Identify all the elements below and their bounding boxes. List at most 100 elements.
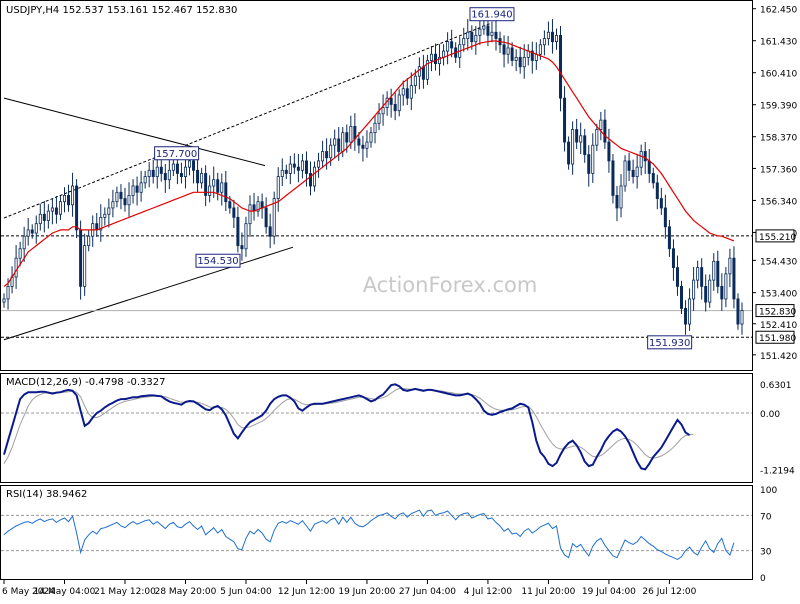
time-tick-label: 5 Jun 04:00	[220, 587, 272, 597]
candle-body	[559, 34, 563, 99]
candle-body	[58, 201, 62, 215]
time-tick-label: 21 May 12:00	[94, 587, 156, 597]
candle-body	[397, 94, 401, 112]
candle-body	[667, 226, 671, 250]
candle-body	[696, 267, 700, 281]
candle-body	[163, 173, 167, 181]
candle-body	[313, 166, 317, 187]
swing-label-box	[469, 7, 515, 22]
candle-body	[470, 31, 474, 43]
candle-body	[200, 173, 204, 184]
macd-axis-labels: 0.6301 0.00 -1.2194	[760, 381, 795, 476]
time-tick-label: 19 Jul 04:00	[582, 587, 636, 597]
price-tick-label: 159.390	[760, 102, 797, 112]
candle-body	[325, 151, 329, 159]
candle-body	[595, 129, 599, 146]
candle-body	[401, 88, 405, 96]
candle-body	[127, 195, 131, 206]
candle-body	[546, 31, 550, 39]
time-tick-label: 14 May 04:00	[34, 587, 96, 597]
swing-label-box	[154, 146, 200, 161]
candle-body	[490, 31, 494, 36]
price-label-text: 152.830	[759, 308, 796, 318]
swing-label-text: 161.940	[471, 10, 512, 21]
candle-body	[212, 179, 216, 187]
candle-body	[308, 173, 312, 187]
candle-body	[216, 179, 220, 193]
rsi-title: RSI(14) 38.9462	[6, 489, 87, 500]
candle-body	[341, 132, 345, 152]
candle-body	[538, 44, 542, 55]
swing-label-box	[647, 335, 693, 350]
candle-body	[417, 66, 421, 77]
candle-body	[421, 66, 425, 80]
candle-body	[671, 248, 675, 268]
candle-body	[139, 182, 143, 193]
candle-body	[46, 210, 50, 221]
candle-body	[256, 201, 260, 212]
price-label-text: 155.210	[759, 233, 796, 243]
candle-body	[716, 260, 720, 287]
candle-body	[655, 182, 659, 199]
candle-body	[103, 213, 107, 218]
candle-body	[405, 88, 409, 99]
candle-body	[317, 160, 321, 168]
candle-body	[333, 138, 337, 146]
candle-body	[175, 163, 179, 174]
time-tick-label: 4 Jul 12:00	[464, 587, 513, 597]
price-tick-label: 153.400	[760, 290, 797, 300]
candle-body	[135, 185, 139, 193]
candle-body	[530, 50, 534, 61]
price-tick-label: 161.430	[760, 38, 797, 48]
candle-body	[188, 160, 192, 168]
price-tick-label: 152.410	[760, 321, 797, 331]
dotted-channel-line	[3, 22, 493, 219]
candle-body	[381, 107, 385, 115]
time-tick-label: 27 Jun 04:00	[399, 587, 456, 597]
candle-body	[329, 144, 333, 159]
price-levels	[1, 235, 752, 338]
candle-body	[587, 154, 591, 174]
candle-body	[635, 166, 639, 177]
price-axis-labels: 162.450 161.430 160.410 159.390 158.370 157.3…	[752, 6, 797, 362]
candle-body	[220, 182, 224, 193]
candle-body	[365, 141, 369, 149]
candle-body	[631, 169, 635, 177]
price-tick-label: 162.450	[760, 6, 797, 16]
candle-body	[26, 229, 30, 237]
ascending-trendline	[3, 246, 294, 341]
candle-body	[224, 182, 228, 203]
macd-tick-label: 0.00	[760, 410, 780, 420]
rsi-panel	[0, 485, 753, 580]
candle-body	[304, 160, 308, 174]
candle-body	[462, 38, 466, 46]
candle-body	[244, 223, 248, 250]
candle-body	[167, 169, 171, 181]
candle-body	[143, 176, 147, 184]
candle-body	[663, 207, 667, 228]
candle-body	[494, 31, 498, 39]
descending-trendline	[3, 97, 266, 167]
candle-body	[260, 201, 264, 209]
candle-body	[688, 298, 692, 325]
candle-body	[155, 166, 159, 177]
price-panel	[0, 0, 753, 371]
candle-body	[708, 279, 712, 303]
price-tick-label: 151.420	[760, 352, 797, 362]
candle-body	[466, 31, 470, 39]
candle-body	[264, 207, 268, 228]
candle-body	[75, 185, 79, 231]
candle-body	[236, 216, 240, 247]
candle-body	[183, 166, 187, 177]
candle-body	[119, 191, 123, 199]
candle-body	[284, 169, 288, 174]
rsi-level-lines	[1, 514, 752, 552]
candle-body	[232, 207, 236, 218]
price-candles	[2, 17, 744, 335]
candle-body	[728, 257, 732, 275]
price-tick-label: 157.360	[760, 165, 797, 175]
moving-average-line	[3, 40, 735, 287]
